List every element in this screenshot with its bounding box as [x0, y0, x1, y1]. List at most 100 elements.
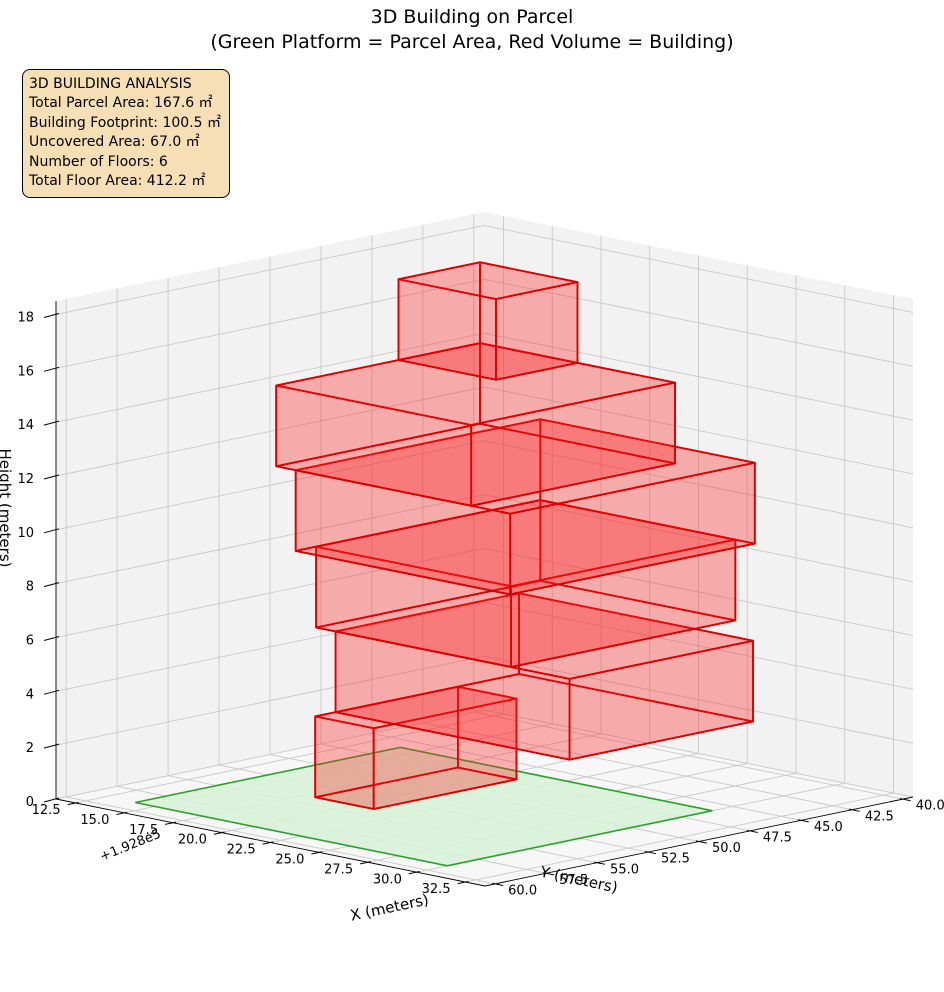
z-tick-label: 10 — [17, 526, 34, 541]
gridline-z-right — [483, 601, 914, 690]
x-tick-label: 22.5 — [227, 843, 256, 858]
gridline-z-right — [483, 332, 914, 421]
gridline-z-right — [483, 278, 914, 367]
building-floor-2-face — [568, 639, 754, 761]
x-tick-mark — [360, 861, 372, 865]
z-tick-mark — [43, 636, 60, 641]
gridline-z-left — [55, 386, 485, 477]
z-tick-label: 4 — [26, 687, 34, 702]
gridline-z-left — [55, 278, 485, 369]
gridline-z-left — [55, 548, 485, 638]
gridline-z-left — [55, 601, 485, 692]
building-floor-4-face — [509, 461, 756, 596]
y-tick-mark — [848, 808, 860, 812]
z-tick-mark — [43, 689, 60, 695]
y-tick-mark — [746, 829, 758, 833]
x-tick-mark — [67, 801, 79, 806]
x-tick-label: 32.5 — [422, 882, 451, 897]
x-tick-mark — [457, 880, 469, 885]
gridline-y-floor — [473, 711, 903, 800]
gridline-z-left — [55, 225, 485, 315]
z-tick-mark — [43, 582, 60, 588]
x-tick-label: 27.5 — [324, 862, 353, 877]
x-tick-mark — [262, 841, 274, 845]
x-tick-label: 15.0 — [80, 813, 109, 828]
x-tick-mark — [116, 811, 128, 815]
infobox-line-heading: 3D BUILDING ANALYSIS — [29, 76, 192, 92]
gridline-y-floor — [422, 722, 852, 811]
infobox-line-floor-area: Total Floor Area: 412.2 ㎡ — [29, 173, 206, 190]
y-tick-label: 42.5 — [865, 809, 894, 824]
x-tick-label: 20.0 — [178, 833, 207, 848]
y-tick-label: 60.0 — [508, 883, 537, 898]
x-tick-label: 17.5 — [129, 823, 158, 838]
gridline-z-right — [483, 494, 914, 583]
gridline-z-left — [55, 440, 485, 531]
gridline-y-floor — [66, 796, 496, 885]
x-tick-mark — [311, 851, 323, 855]
gridline-z-right — [483, 225, 914, 313]
gridline-z-right — [483, 386, 914, 475]
building-floor-6-face — [495, 281, 579, 381]
z-tick-label: 16 — [17, 364, 34, 379]
gridline-z-right — [483, 548, 914, 636]
z-tick-mark — [43, 474, 60, 480]
chart-title: 3D Building on Parcel — [370, 6, 574, 28]
y-tick-mark — [695, 840, 707, 844]
infobox-line-floors: Number of Floors: 6 — [29, 153, 168, 170]
chart-subtitle: (Green Platform = Parcel Area, Red Volum… — [210, 31, 734, 53]
z-tick-mark — [43, 420, 60, 426]
y-tick-label: 57.5 — [559, 873, 588, 888]
y-tick-mark — [797, 819, 809, 823]
x-tick-label: 12.5 — [32, 803, 61, 818]
x-tick-mark — [213, 831, 225, 835]
z-tick-label: 0 — [26, 795, 34, 810]
gridline-z-left — [55, 655, 485, 746]
infobox-line-parcel-area: Total Parcel Area: 167.6 ㎡ — [29, 95, 213, 112]
parcel-platform — [135, 746, 713, 867]
building-floor-5-face — [275, 342, 481, 468]
building-floor-1-face — [314, 685, 459, 799]
y-tick-mark — [899, 798, 911, 802]
gridline-z-left — [55, 709, 485, 800]
y-tick-mark — [594, 861, 606, 865]
infobox-line-footprint: Building Footprint: 100.5 ㎡ — [29, 114, 222, 131]
gridline-z-right — [483, 440, 914, 529]
z-tick-mark — [43, 366, 60, 372]
y-tick-label: 52.5 — [661, 852, 690, 867]
y-tick-mark — [492, 882, 504, 886]
y-tick-label: 47.5 — [763, 830, 792, 845]
gridline-z-right — [483, 655, 914, 744]
y-tick-label: 50.0 — [712, 841, 741, 856]
z-tick-label: 18 — [17, 310, 34, 325]
x-tick-mark — [408, 871, 420, 875]
z-tick-mark — [43, 743, 60, 749]
gridline-z-right — [483, 709, 914, 798]
y-tick-label: 55.0 — [610, 862, 639, 877]
z-tick-mark — [43, 797, 60, 803]
building-floor-6-face — [397, 261, 481, 361]
analysis-infobox: 3D BUILDING ANALYSIS Total Parcel Area: … — [22, 69, 231, 199]
x-axis-title: X (meters) — [349, 891, 431, 925]
building-floor-1-face — [372, 697, 518, 810]
building-floor-5-face — [470, 381, 676, 507]
z-tick-label: 6 — [26, 633, 34, 648]
y-tick-label: 45.0 — [814, 820, 843, 835]
x-tick-label: 25.0 — [275, 852, 304, 867]
infobox-line-uncovered: Uncovered Area: 67.0 ㎡ — [29, 134, 200, 151]
y-tick-mark — [543, 872, 555, 876]
z-axis-title: Height (meters) — [0, 449, 14, 568]
gridline-z-left — [55, 332, 485, 423]
z-tick-mark — [43, 312, 60, 318]
z-tick-mark — [43, 528, 60, 534]
z-tick-label: 14 — [17, 418, 34, 433]
x-tick-label: 30.0 — [373, 872, 402, 887]
y-tick-label: 40.0 — [916, 799, 944, 814]
gridline-y-floor — [371, 732, 801, 821]
y-axis-title: Y (meters) — [538, 862, 620, 896]
z-tick-label: 12 — [17, 472, 34, 487]
z-tick-label: 2 — [26, 741, 34, 756]
z-tick-label: 8 — [26, 580, 34, 595]
